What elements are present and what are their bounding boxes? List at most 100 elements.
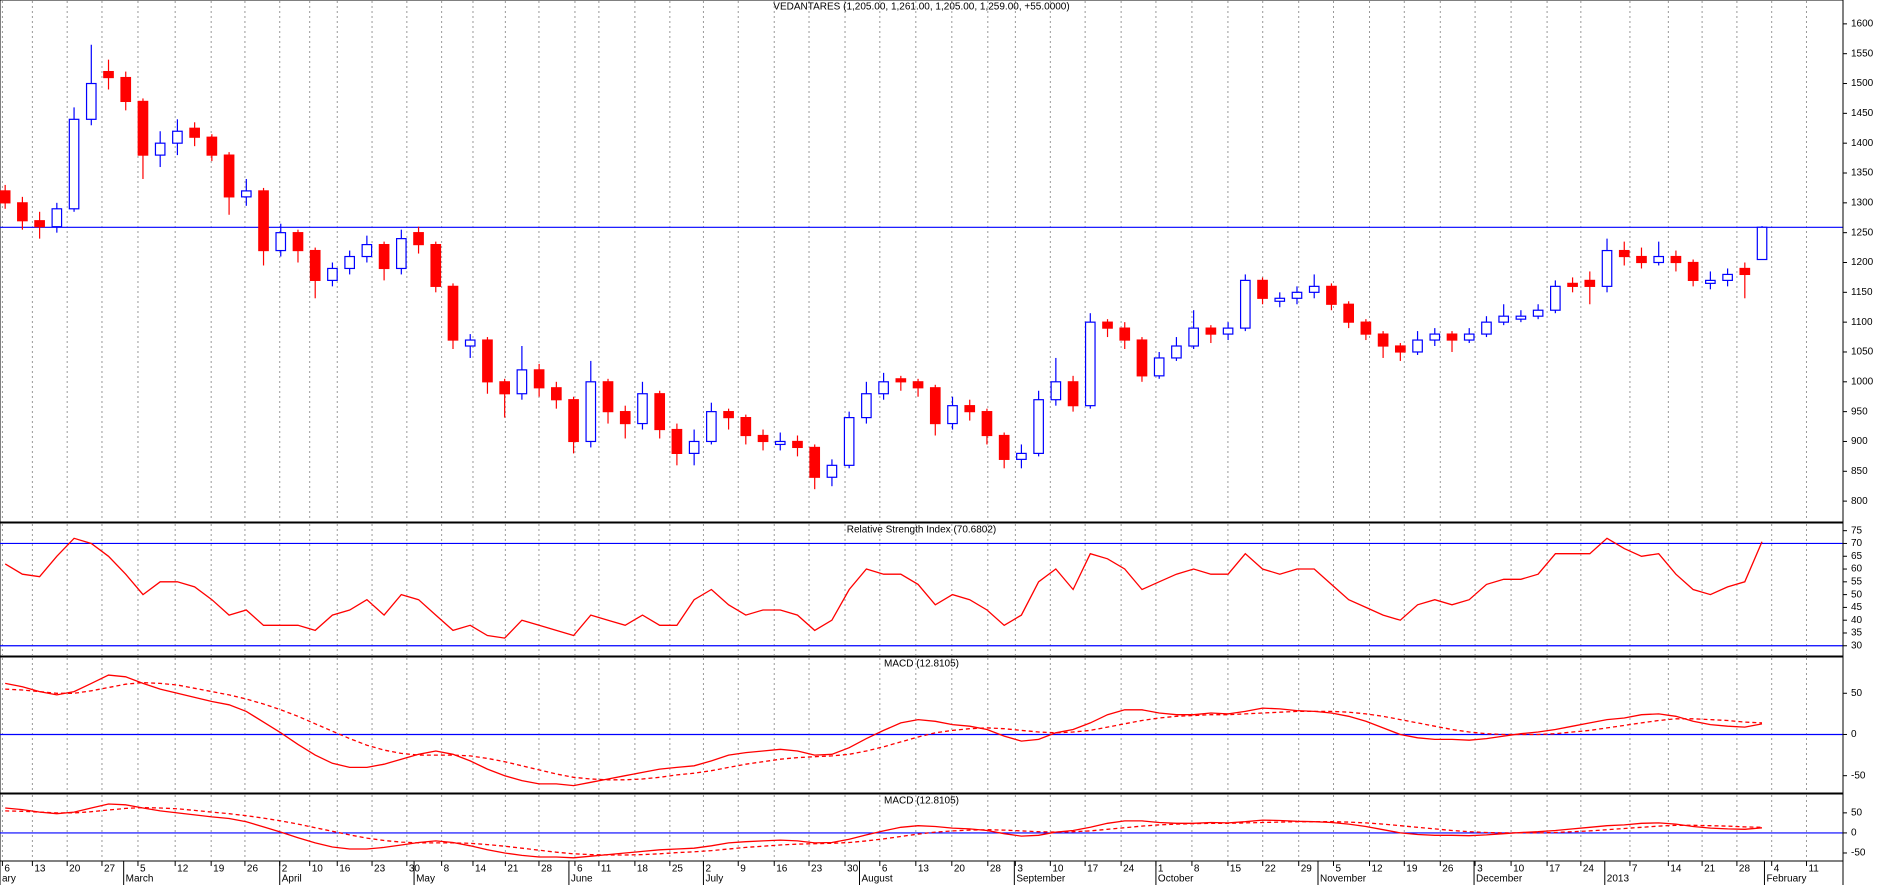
candle-body bbox=[1153, 357, 1165, 377]
candle-body bbox=[964, 405, 976, 413]
candle-body bbox=[1463, 333, 1475, 341]
candle-body bbox=[1326, 285, 1337, 305]
x-tick-label: 10 bbox=[312, 864, 324, 875]
y-tick-label: 30 bbox=[1851, 640, 1863, 651]
x-tick-label: 10 bbox=[1513, 864, 1525, 875]
candle-body bbox=[1618, 249, 1630, 258]
y-tick-label: 1050 bbox=[1851, 347, 1874, 358]
y-tick-label: 50 bbox=[1851, 807, 1863, 818]
x-tick-label: 22 bbox=[1265, 864, 1277, 875]
month-label: April bbox=[282, 874, 302, 885]
x-tick-label: 6 bbox=[882, 864, 888, 875]
x-tick-label: 3 bbox=[1017, 864, 1023, 875]
candle-body bbox=[1067, 381, 1079, 407]
candle-body bbox=[1481, 321, 1492, 335]
indicator-line bbox=[5, 803, 1763, 859]
month-label: May bbox=[416, 874, 435, 885]
candle-body bbox=[240, 190, 252, 198]
candle-body bbox=[1498, 315, 1510, 323]
x-tick-label: 27 bbox=[104, 864, 116, 875]
candle-body bbox=[1550, 285, 1561, 311]
y-tick-label: -50 bbox=[1851, 848, 1866, 859]
candle-body bbox=[1653, 255, 1665, 264]
candle-body bbox=[344, 255, 355, 270]
y-tick-label: 40 bbox=[1851, 615, 1863, 626]
x-tick-label: 21 bbox=[1704, 864, 1716, 875]
candle-body bbox=[706, 411, 717, 443]
x-tick-label: 14 bbox=[475, 864, 487, 875]
x-tick-label: 30 bbox=[409, 864, 421, 875]
y-tick-label: 55 bbox=[1851, 576, 1863, 587]
candle-body bbox=[482, 339, 493, 383]
candle-body bbox=[103, 70, 114, 79]
candle-body bbox=[1033, 399, 1044, 454]
x-tick-label: 8 bbox=[444, 864, 450, 875]
candle-body bbox=[1705, 279, 1716, 284]
x-tick-label: 18 bbox=[637, 864, 649, 875]
candle-body bbox=[395, 238, 407, 270]
candle-body bbox=[309, 249, 321, 281]
candle-body bbox=[172, 130, 183, 144]
y-tick-label: 1500 bbox=[1851, 78, 1874, 89]
x-tick-label: 6 bbox=[577, 864, 583, 875]
candle-body bbox=[1670, 255, 1682, 264]
y-tick-label: 1250 bbox=[1851, 227, 1874, 238]
month-label: March bbox=[126, 874, 154, 885]
candle-body bbox=[516, 369, 528, 395]
candle-body bbox=[361, 243, 373, 258]
candle-body bbox=[206, 136, 218, 156]
candle-body bbox=[671, 428, 683, 454]
candle-body bbox=[137, 100, 149, 156]
y-tick-label: -50 bbox=[1851, 770, 1866, 781]
x-tick-label: 16 bbox=[339, 864, 351, 875]
candle-body bbox=[51, 208, 63, 228]
x-tick-label: 4 bbox=[1774, 864, 1780, 875]
candle-body bbox=[189, 127, 200, 138]
y-tick-label: 75 bbox=[1851, 525, 1863, 536]
x-tick-label: 29 bbox=[1301, 864, 1313, 875]
x-tick-label: 10 bbox=[1052, 864, 1064, 875]
x-tick-label: 28 bbox=[990, 864, 1002, 875]
candle-body bbox=[258, 190, 269, 252]
candle-body bbox=[912, 381, 924, 389]
candle-body bbox=[568, 399, 579, 443]
x-tick-label: 17 bbox=[1087, 864, 1099, 875]
candle-body bbox=[1136, 339, 1148, 377]
candle-body bbox=[1102, 321, 1113, 329]
x-tick-label: 30 bbox=[847, 864, 859, 875]
y-tick-label: 1400 bbox=[1851, 138, 1874, 149]
y-tick-label: 1450 bbox=[1851, 108, 1874, 119]
candle-body bbox=[654, 393, 666, 431]
candle-body bbox=[1205, 327, 1217, 335]
candle-body bbox=[1515, 315, 1527, 320]
candle-body bbox=[792, 440, 803, 449]
candle-body bbox=[1274, 297, 1286, 302]
x-tick-label: 21 bbox=[507, 864, 519, 875]
candle-body bbox=[688, 440, 700, 454]
x-tick-label: 14 bbox=[1670, 864, 1682, 875]
y-tick-label: 800 bbox=[1851, 496, 1868, 507]
candle-body bbox=[1394, 345, 1406, 353]
candle-body bbox=[120, 76, 132, 103]
x-tick-label: 24 bbox=[1583, 864, 1595, 875]
x-tick-label: 19 bbox=[1406, 864, 1418, 875]
candle-body bbox=[292, 232, 304, 252]
candle-body bbox=[17, 202, 28, 222]
x-tick-label: 12 bbox=[177, 864, 189, 875]
month-label: July bbox=[705, 874, 723, 885]
x-tick-label: 23 bbox=[811, 864, 823, 875]
candle-body bbox=[1308, 285, 1320, 293]
candle-body bbox=[1377, 333, 1389, 347]
y-tick-label: 1150 bbox=[1851, 287, 1873, 298]
y-tick-label: 1100 bbox=[1851, 317, 1873, 328]
month-label: ary bbox=[2, 874, 16, 885]
candle-body bbox=[1756, 226, 1768, 261]
candle-body bbox=[740, 417, 752, 437]
y-tick-label: 50 bbox=[1851, 589, 1863, 600]
candle-body bbox=[826, 464, 838, 478]
candle-body bbox=[1722, 273, 1733, 281]
candle-body bbox=[1532, 309, 1544, 317]
x-tick-label: 11 bbox=[601, 864, 612, 875]
